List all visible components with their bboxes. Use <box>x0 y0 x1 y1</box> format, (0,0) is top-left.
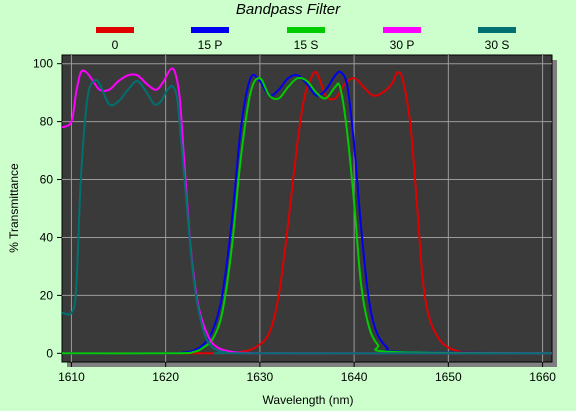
y-tick-label: 60 <box>40 173 54 187</box>
series-line-3 <box>62 67 552 355</box>
legend-swatch-3 <box>383 27 421 33</box>
y-axis-ticks: 0 20 40 60 80 100 <box>33 57 62 360</box>
legend-swatch-2 <box>287 27 325 33</box>
x-tick-label: 1650 <box>435 370 462 384</box>
legend-swatch-4 <box>478 27 516 33</box>
x-tick-label: 1640 <box>341 370 368 384</box>
legend-swatch-1 <box>191 27 229 33</box>
legend-label-4: 30 S <box>485 38 510 52</box>
legend-swatch-0 <box>96 27 134 33</box>
y-tick-label: 80 <box>40 115 54 129</box>
x-tick-label: 1660 <box>529 370 556 384</box>
legend-label-2: 15 S <box>294 38 319 52</box>
legend: 0 15 P 15 S 30 P 30 S <box>96 27 516 52</box>
x-tick-label: 1620 <box>152 370 179 384</box>
y-tick-label: 40 <box>40 230 54 244</box>
legend-label-0: 0 <box>112 38 119 52</box>
x-tick-label: 1630 <box>247 370 274 384</box>
y-tick-label: 0 <box>46 346 53 360</box>
x-axis-ticks: 1610 1620 1630 1640 1650 1660 <box>58 362 556 384</box>
plot-background <box>61 54 553 363</box>
series-line-0 <box>62 70 552 355</box>
x-axis-label: Wavelength (nm) <box>263 393 354 407</box>
series-lines <box>62 67 552 355</box>
x-tick-label: 1610 <box>58 370 85 384</box>
series-line-2 <box>62 76 552 355</box>
legend-label-1: 15 P <box>198 38 223 52</box>
chart-title: Bandpass Filter <box>236 1 341 18</box>
y-tick-label: 100 <box>33 57 53 71</box>
grid <box>62 55 552 362</box>
y-axis-label: % Transmittance <box>7 163 21 253</box>
y-tick-label: 20 <box>40 288 54 302</box>
series-line-4 <box>62 78 552 355</box>
legend-label-3: 30 P <box>390 38 415 52</box>
plot-area <box>61 54 557 367</box>
